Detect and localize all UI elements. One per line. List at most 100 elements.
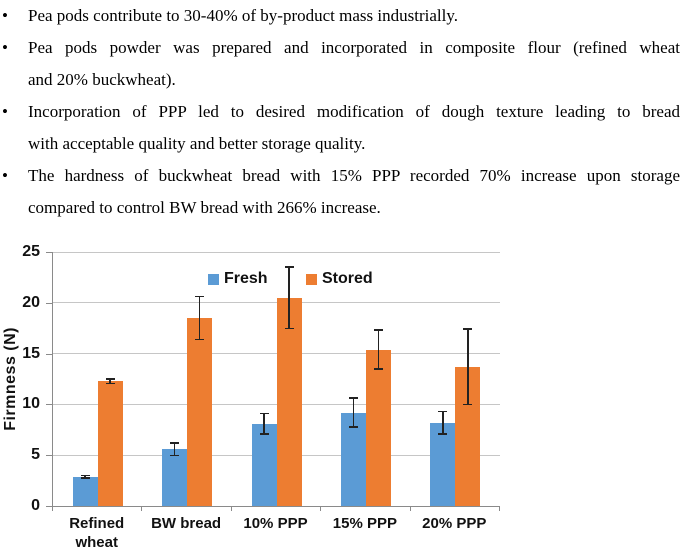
error-bar-line [288,266,290,330]
error-bar-cap-top [284,266,294,268]
error-bar-stored-10-ppp [284,266,294,330]
bullet-line: Pea pods powder was prepared and incorpo… [28,38,680,57]
legend-item-stored: Stored [306,270,373,288]
error-bar-fresh-bw-bread [170,442,180,457]
y-axis-tick [46,302,52,304]
y-tick-label: 5 [31,446,40,464]
error-bar-cap-bottom [438,433,448,435]
bullet-item: • The hardness of buckwheat bread with 15… [2,160,680,224]
legend-item-fresh: Fresh [208,270,268,288]
bullet-line: with acceptable quality and better stora… [28,134,366,153]
error-bar-cap-bottom [284,327,294,330]
bullet-marker: • [2,166,8,185]
error-bar-cap-top [463,328,473,330]
x-category-label: 10% PPP [243,515,308,532]
x-axis-tick [52,506,53,511]
x-axis-tick [320,506,322,511]
bar-fresh-20-ppp [430,422,456,506]
x-axis-tick [409,506,411,511]
error-bar-cap-bottom [170,454,180,457]
bar-stored-bw-bread [187,318,213,506]
y-axis-tick [46,252,52,253]
error-bar-line [198,295,201,341]
bar-fresh-10-ppp [251,423,277,506]
error-bar-fresh-15-ppp [348,397,358,428]
y-axis-title-text: Firmness (N) [2,327,19,431]
x-axis-tick [230,506,232,511]
x-category-label: BW bread [151,515,222,532]
error-bar-stored-bw-bread [195,295,205,341]
error-bar-cap-bottom [105,382,115,385]
y-tick-label: 20 [22,293,40,311]
error-bar-fresh-20-ppp [438,410,448,435]
error-bar-cap-bottom [348,426,358,428]
bar-stored-refined-wheat [97,381,123,506]
y-axis-tick [46,455,52,457]
error-bar-cap-top [259,412,269,415]
y-tick-label: 10 [22,395,40,413]
error-bar-stored-refined-wheat [105,378,115,385]
error-bar-line [263,412,265,435]
y-axis-tick [46,404,52,406]
error-bar-line [442,410,444,435]
plot-area [52,251,500,507]
firmness-chart: Firmness (N) Fresh Stored 0 5 10 15 20 25 Refi… [0,240,520,551]
legend-label-fresh: Fresh [224,270,268,287]
error-bar-cap-top [195,295,205,298]
bullet-line: and 20% buckwheat). [28,70,176,89]
error-bar-cap-top [373,329,383,331]
bullet-item: • Incorporation of PPP led to desired mod… [2,96,680,160]
error-bar-line [109,378,111,385]
error-bar-cap-bottom [373,368,383,370]
bullet-marker: • [2,38,8,57]
error-bar-cap-top [170,442,180,444]
gridline [53,251,500,253]
x-axis-tick [141,506,143,511]
y-tick-label: 0 [31,497,40,514]
bullet-line: compared to control BW bread with 266% i… [28,198,381,217]
stored-series-swatch [306,273,317,285]
bullet-line: Pea pods contribute to 30-40% of by-prod… [28,6,458,25]
bullet-text: Pea pods powder was prepared and incorpo… [28,32,680,96]
y-axis-tick [46,353,52,355]
error-bar-cap-top [80,474,90,477]
error-bar-cap-bottom [195,338,205,341]
bullet-line: Incorporation of PPP led to desired modi… [28,102,680,121]
bar-stored-15-ppp [365,349,391,506]
error-bar-cap-top [348,397,358,399]
bullet-item: • Pea pods contribute to 30-40% of by-pro… [2,0,680,32]
fresh-series-swatch [208,273,219,285]
bullet-text: Incorporation of PPP led to desired modi… [28,96,680,160]
bullet-marker: • [2,6,8,25]
y-tick-label: 25 [22,243,40,260]
error-bar-cap-top [105,378,115,380]
error-bar-cap-bottom [80,477,90,479]
bar-fresh-bw-bread [162,449,188,506]
error-bar-line [173,442,176,457]
error-bar-line [467,328,469,406]
bar-fresh-refined-wheat [72,476,98,506]
error-bar-line [84,474,86,479]
error-bar-line [352,397,355,428]
bullet-line: The hardness of buckwheat bread with 15%… [28,166,680,185]
error-bar-cap-bottom [463,403,473,406]
x-category-label: Refined wheat [69,515,125,551]
bullet-marker: • [2,102,8,121]
error-bar-fresh-refined-wheat [80,474,90,479]
error-bar-cap-bottom [259,433,269,435]
error-bar-fresh-10-ppp [259,412,269,435]
x-category-label: 20% PPP [422,515,487,532]
error-bar-cap-top [438,410,448,413]
error-bar-line [377,329,380,370]
bar-fresh-15-ppp [340,412,366,506]
bullet-text: The hardness of buckwheat bread with 15%… [28,160,680,224]
y-axis-title: Firmness (N) [0,252,22,506]
bullet-text: Pea pods contribute to 30-40% of by-prod… [28,0,680,32]
bullet-item: • Pea pods powder was prepared and incorp… [2,32,680,96]
x-axis-tick [499,506,500,511]
y-tick-label: 15 [22,344,40,362]
y-axis-tick [46,506,52,507]
legend-label-stored: Stored [322,270,373,287]
bar-stored-10-ppp [276,297,302,506]
x-category-label: 15% PPP [332,515,397,532]
